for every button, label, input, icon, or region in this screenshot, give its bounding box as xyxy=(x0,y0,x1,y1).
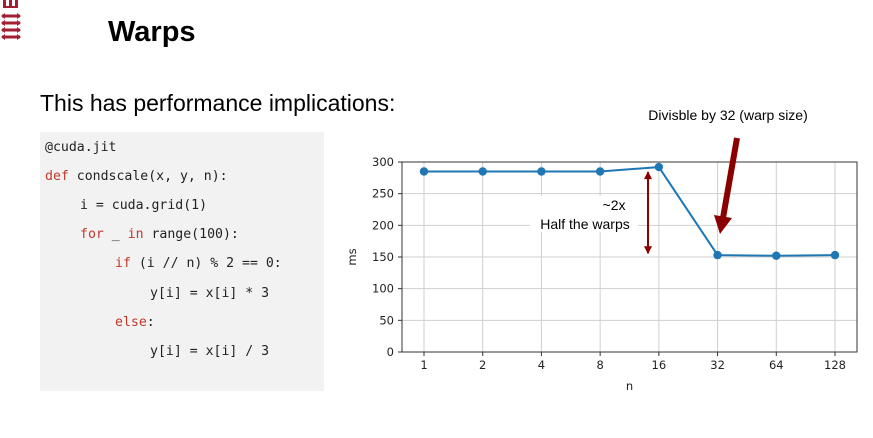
x-tick-label: 64 xyxy=(769,358,784,372)
code-line: if (i // n) % 2 == 0: xyxy=(115,256,282,271)
x-tick-label: 32 xyxy=(710,358,725,372)
code-line: @cuda.jit xyxy=(45,140,116,155)
code-line: i = cuda.grid(1) xyxy=(80,198,207,213)
annotation-bg xyxy=(530,196,638,232)
slide-subtitle: This has performance implications: xyxy=(40,90,396,116)
y-tick-label: 50 xyxy=(379,313,394,327)
annotation-warp-size: Divisble by 32 (warp size) xyxy=(648,107,808,123)
y-tick-label: 250 xyxy=(372,187,394,201)
code-line: y[i] = x[i] * 3 xyxy=(150,286,269,301)
code-text: @cuda.jit xyxy=(45,140,117,155)
code-text: _ xyxy=(103,227,128,243)
y-tick-label: 150 xyxy=(372,250,394,264)
code-text: : xyxy=(146,314,155,330)
university-logo-icon xyxy=(0,0,22,40)
slide-title: Warps xyxy=(108,16,196,48)
double-arrow-head-top xyxy=(644,171,652,180)
code-line: y[i] = x[i] / 3 xyxy=(150,344,269,359)
data-point xyxy=(419,167,429,176)
code-text: (i // n) % 2 == 0: xyxy=(130,256,282,272)
code-text: y[i] = x[i] / 3 xyxy=(150,343,270,359)
warp-arrow-shaft xyxy=(720,137,740,219)
y-tick-label: 300 xyxy=(372,155,394,169)
x-tick-label: 128 xyxy=(824,358,846,372)
series-line xyxy=(424,166,836,257)
code-keyword: else xyxy=(115,314,147,330)
code-line: else: xyxy=(115,315,155,330)
x-tick-label: 2 xyxy=(479,358,486,372)
code-block: @cuda.jit def condscale(x, y, n): i = cuda… xyxy=(40,132,324,391)
x-axis-label: n xyxy=(626,379,633,393)
y-tick-label: 0 xyxy=(387,345,394,359)
code-keyword: def xyxy=(45,169,69,185)
x-tick-label: 16 xyxy=(652,358,667,372)
code-text: condscale(x, y, n): xyxy=(68,169,228,185)
code-keyword: in xyxy=(127,227,144,243)
data-point xyxy=(713,250,722,260)
data-point xyxy=(595,167,605,176)
annotation-2x: ~2x xyxy=(603,197,626,213)
data-point xyxy=(478,167,487,176)
code-text: range(100): xyxy=(143,227,239,243)
code-keyword: for xyxy=(80,227,104,243)
data-point xyxy=(830,250,840,260)
warp-arrow-head xyxy=(714,215,732,234)
code-line: for _ in range(100): xyxy=(80,227,239,242)
code-keyword: if xyxy=(115,256,131,272)
data-point xyxy=(537,167,546,176)
y-tick-label: 200 xyxy=(372,218,394,232)
line-chart: 0 50 100 150 200 250 300 1 2 4 8 16 32 64 128 n ms Divisb… xyxy=(345,107,858,393)
x-tick-label: 1 xyxy=(420,358,427,372)
double-arrow-head-bottom xyxy=(644,246,652,255)
y-tick-label: 100 xyxy=(372,282,394,296)
x-tick-label: 4 xyxy=(538,358,545,372)
code-text: y[i] = x[i] * 3 xyxy=(150,285,270,301)
code-line: def condscale(x, y, n): xyxy=(45,169,228,184)
x-tick-label: 8 xyxy=(596,358,603,372)
data-point xyxy=(654,162,664,172)
data-point xyxy=(772,251,781,260)
annotation-half-warps: Half the warps xyxy=(540,216,629,232)
code-text: i = cuda.grid(1) xyxy=(80,198,208,214)
y-axis-label: ms xyxy=(345,248,359,265)
